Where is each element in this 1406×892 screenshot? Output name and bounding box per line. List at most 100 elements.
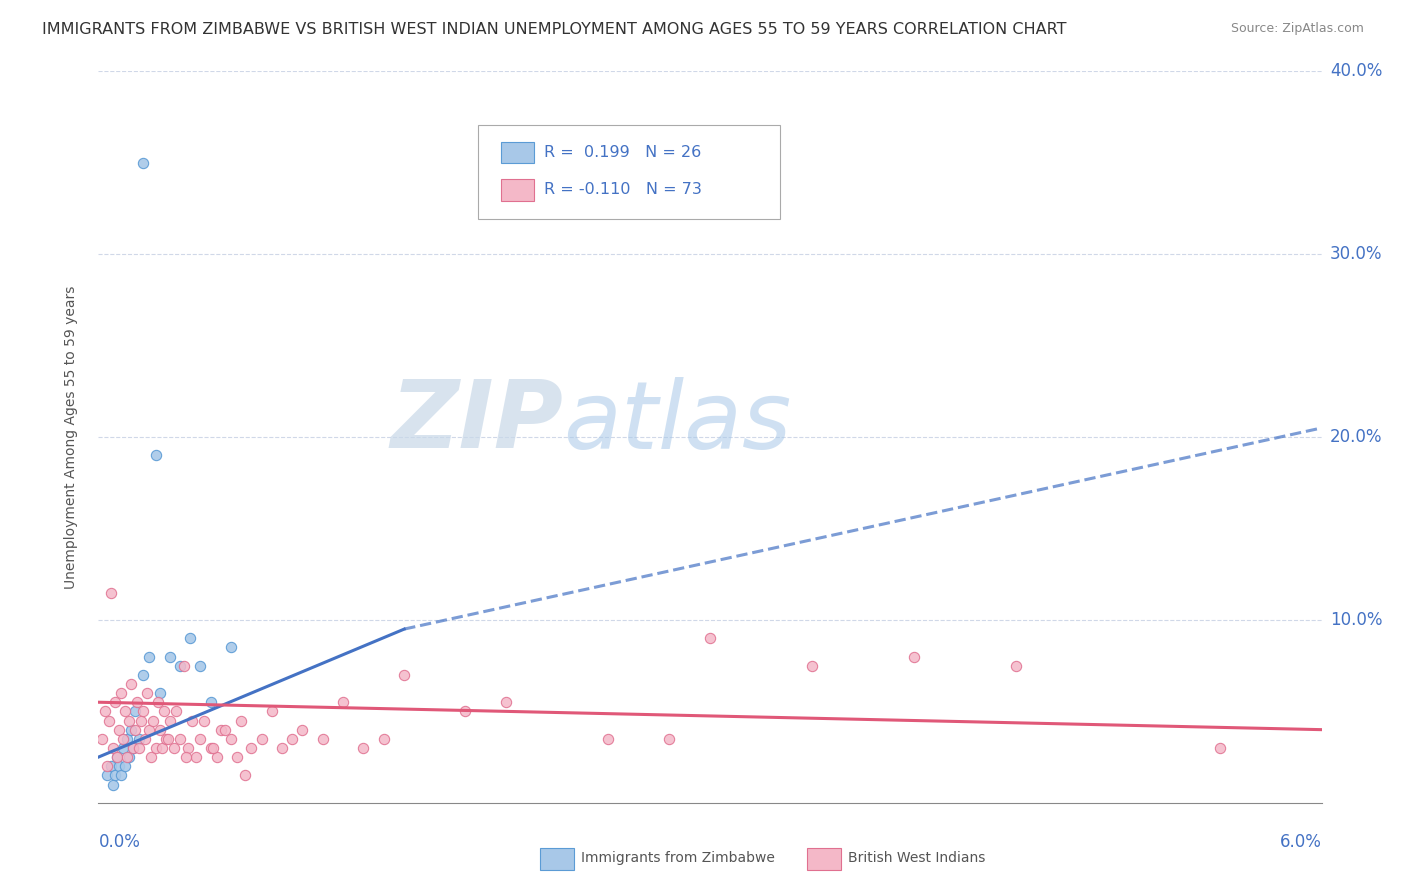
Point xyxy=(142,714,165,728)
Text: 20.0%: 20.0% xyxy=(1330,428,1382,446)
Point xyxy=(352,740,374,755)
Point xyxy=(173,658,195,673)
Point xyxy=(128,731,150,746)
Text: 6.0%: 6.0% xyxy=(1279,833,1322,851)
Text: Source: ZipAtlas.com: Source: ZipAtlas.com xyxy=(1230,22,1364,36)
Point xyxy=(200,695,222,709)
Point xyxy=(226,750,249,764)
Point xyxy=(219,731,242,746)
Point xyxy=(188,731,211,746)
Point xyxy=(179,632,201,646)
Point xyxy=(149,723,172,737)
Point xyxy=(250,731,273,746)
Point xyxy=(233,768,256,782)
Point xyxy=(149,686,172,700)
Point xyxy=(495,695,517,709)
Point xyxy=(118,750,141,764)
Point xyxy=(91,731,114,746)
Point xyxy=(132,705,155,719)
Text: ZIP: ZIP xyxy=(391,376,564,468)
Point xyxy=(260,705,283,719)
Text: R =  0.199   N = 26: R = 0.199 N = 26 xyxy=(544,145,702,160)
Point xyxy=(181,714,204,728)
Text: British West Indians: British West Indians xyxy=(848,851,986,865)
Point xyxy=(146,695,169,709)
Point xyxy=(138,723,160,737)
Point xyxy=(174,750,197,764)
Point xyxy=(188,658,211,673)
Point xyxy=(332,695,354,709)
Point xyxy=(134,731,156,746)
Point xyxy=(101,777,124,792)
Point xyxy=(169,658,191,673)
Point xyxy=(110,768,132,782)
Point xyxy=(903,649,925,664)
Point xyxy=(129,714,152,728)
Point xyxy=(159,714,181,728)
Point xyxy=(219,640,242,655)
Text: R = -0.110   N = 73: R = -0.110 N = 73 xyxy=(544,183,702,197)
Point xyxy=(100,759,122,773)
Point xyxy=(205,750,228,764)
Point xyxy=(165,705,187,719)
Point xyxy=(100,585,122,599)
Point xyxy=(138,649,160,664)
Point xyxy=(145,449,167,463)
Point xyxy=(120,677,142,691)
Point xyxy=(240,740,263,755)
Point xyxy=(111,740,134,755)
Point xyxy=(101,740,124,755)
Point xyxy=(155,731,177,746)
Point xyxy=(454,705,477,719)
Point xyxy=(97,714,120,728)
Point xyxy=(281,731,304,746)
Point xyxy=(214,723,236,737)
Point xyxy=(169,731,191,746)
Point xyxy=(132,667,155,681)
Point xyxy=(124,723,146,737)
Point xyxy=(108,759,131,773)
Point xyxy=(141,750,163,764)
Point xyxy=(105,750,128,764)
Point xyxy=(136,686,159,700)
Point xyxy=(114,759,136,773)
Point xyxy=(1004,658,1026,673)
Point xyxy=(105,750,128,764)
Text: 30.0%: 30.0% xyxy=(1330,245,1382,263)
Text: atlas: atlas xyxy=(564,377,792,468)
Point xyxy=(163,740,186,755)
Y-axis label: Unemployment Among Ages 55 to 59 years: Unemployment Among Ages 55 to 59 years xyxy=(63,285,77,589)
Point xyxy=(159,649,181,664)
Point xyxy=(120,723,142,737)
Point xyxy=(115,731,138,746)
Point xyxy=(186,750,208,764)
Point xyxy=(291,723,314,737)
Point xyxy=(124,705,146,719)
Point xyxy=(270,740,292,755)
Point xyxy=(150,740,173,755)
Point xyxy=(114,705,136,719)
Text: IMMIGRANTS FROM ZIMBABWE VS BRITISH WEST INDIAN UNEMPLOYMENT AMONG AGES 55 TO 59: IMMIGRANTS FROM ZIMBABWE VS BRITISH WEST… xyxy=(42,22,1067,37)
Point xyxy=(108,723,131,737)
Point xyxy=(104,768,127,782)
Point xyxy=(115,750,138,764)
Point xyxy=(156,731,179,746)
Point xyxy=(193,714,215,728)
Point xyxy=(596,731,619,746)
Point xyxy=(118,714,141,728)
Text: 0.0%: 0.0% xyxy=(98,833,141,851)
Text: Immigrants from Zimbabwe: Immigrants from Zimbabwe xyxy=(581,851,775,865)
Point xyxy=(93,705,115,719)
Point xyxy=(209,723,232,737)
Point xyxy=(699,632,721,646)
Point xyxy=(122,740,145,755)
Point xyxy=(373,731,395,746)
Point xyxy=(145,740,167,755)
Point xyxy=(96,759,118,773)
Point xyxy=(152,705,174,719)
Point xyxy=(392,667,416,681)
Point xyxy=(177,740,200,755)
Point xyxy=(128,740,150,755)
Point xyxy=(229,714,253,728)
Point xyxy=(96,768,118,782)
